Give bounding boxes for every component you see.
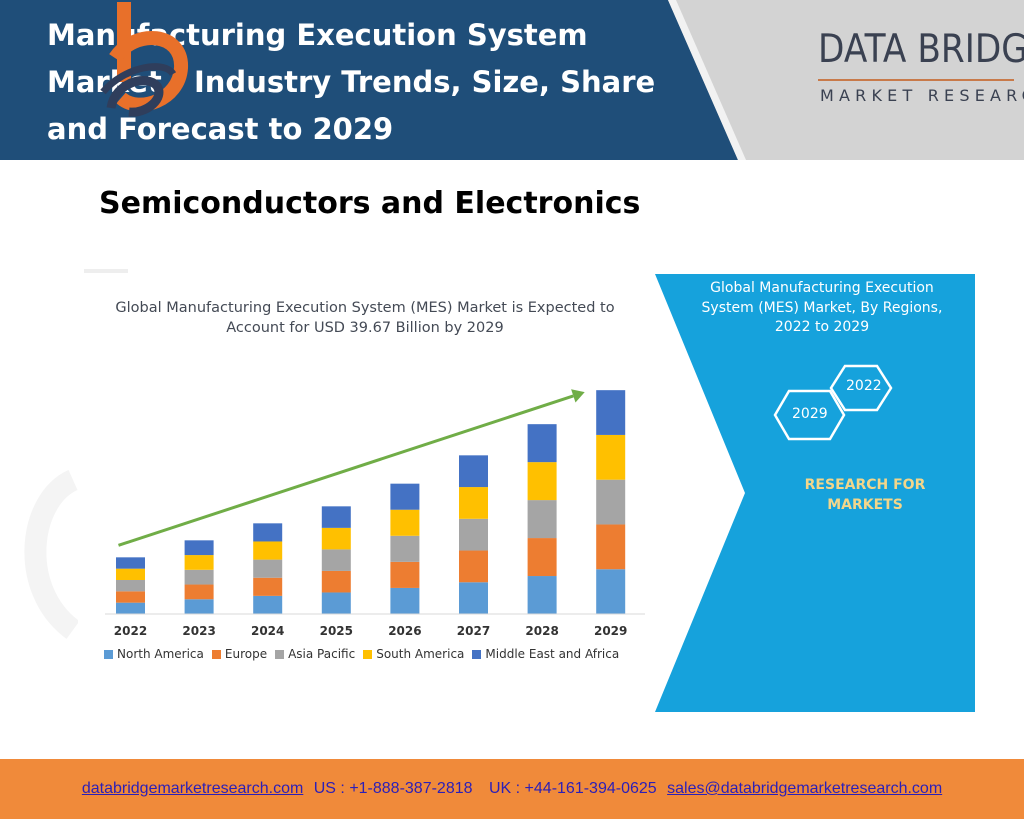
bar-segment-2023-0 <box>184 599 214 614</box>
x-tick-label: 2024 <box>251 624 284 638</box>
bar-segment-2029-2 <box>596 479 626 525</box>
x-tick-label: 2027 <box>457 624 490 638</box>
bar-segment-2026-2 <box>390 535 420 562</box>
legend-label: South America <box>376 647 465 661</box>
legend-item: Europe <box>211 647 268 661</box>
brand-name: DATA BRIDGE <box>818 27 1024 72</box>
bar-segment-2022-3 <box>116 568 145 580</box>
trend-arrow-head <box>571 389 585 403</box>
bar-segment-2028-3 <box>527 462 557 501</box>
legend-label: Europe <box>224 647 268 661</box>
chart-title: Global Manufacturing Execution System (M… <box>115 300 615 336</box>
bar-segment-2027-0 <box>459 582 488 614</box>
bar-segment-2026-1 <box>390 561 420 588</box>
regions-side-panel <box>655 274 975 712</box>
bar-segment-2027-4 <box>459 455 488 488</box>
bar-segment-2028-2 <box>527 500 557 539</box>
trend-arrow <box>118 394 574 547</box>
header-banner: Manufacturing Execution System Market - … <box>0 0 1024 160</box>
bar-segment-2028-1 <box>527 538 557 577</box>
bar-segment-2024-2 <box>253 559 283 578</box>
stacked-bar-chart: 2022 2023 2024 2025 2026 2027 2028 2029 <box>105 389 645 638</box>
side-panel-title: Global Manufacturing Execution System (M… <box>701 280 943 335</box>
bar-segment-2028-0 <box>527 576 557 614</box>
legend-item: Middle East and Africa <box>472 647 619 661</box>
hexagon-2029-icon <box>773 389 846 441</box>
side-panel-cta: RESEARCH FOR MARKETS <box>804 477 926 513</box>
bar-segment-2027-1 <box>459 550 488 583</box>
bar-segment-2025-3 <box>321 527 351 550</box>
decorative-arc <box>24 470 78 639</box>
bar-segment-2029-4 <box>596 390 626 435</box>
bar-segment-2023-2 <box>184 569 214 585</box>
x-tick-label: 2022 <box>114 624 147 638</box>
hexagon-2022-icon <box>829 364 893 412</box>
bar-segment-2023-3 <box>184 555 214 570</box>
brand-divider <box>818 79 1014 81</box>
bar-segment-2024-4 <box>253 523 283 542</box>
legend-item: South America <box>363 647 464 661</box>
chart-bars <box>116 390 626 614</box>
legend-swatch <box>104 649 113 659</box>
legend-label: Asia Pacific <box>288 647 356 661</box>
x-tick-label: 2026 <box>388 624 421 638</box>
legend-swatch <box>472 649 482 659</box>
bar-segment-2022-1 <box>116 591 145 603</box>
footer-contacts: databridgemarketresearch.com US : +1-888… <box>0 780 1024 798</box>
website-link[interactable]: databridgemarketresearch.com <box>81 780 304 797</box>
chart-legend: North America Europe Asia Pacific South Ame… <box>104 647 619 661</box>
bar-segment-2028-4 <box>527 424 557 463</box>
bar-segment-2025-2 <box>321 549 351 571</box>
bar-segment-2023-4 <box>184 540 214 556</box>
x-tick-label: 2025 <box>320 624 353 638</box>
bar-segment-2024-1 <box>253 577 283 596</box>
legend-item: North America <box>104 647 204 661</box>
bar-segment-2022-2 <box>116 580 145 592</box>
bar-segment-2026-0 <box>390 587 420 614</box>
bar-segment-2025-1 <box>321 570 351 593</box>
bar-segment-2024-3 <box>253 541 283 560</box>
us-phone: US : +1-888-387-2818 <box>313 780 473 797</box>
bar-segment-2027-2 <box>459 518 488 551</box>
bar-segment-2022-4 <box>116 557 145 569</box>
data-bridge-logo-icon <box>100 2 188 117</box>
bar-segment-2023-1 <box>184 584 214 600</box>
legend-swatch <box>363 649 373 659</box>
legend-label: North America <box>117 647 204 661</box>
bar-segment-2029-0 <box>596 569 626 614</box>
x-tick-label: 2028 <box>525 624 558 638</box>
bar-segment-2025-4 <box>321 506 351 528</box>
bar-segment-2026-4 <box>390 483 420 510</box>
bar-segment-2029-1 <box>596 524 626 570</box>
footer-bar <box>0 759 1024 819</box>
bar-segment-2027-3 <box>459 487 488 519</box>
brand-subtitle: MARKET RESEARCH <box>820 86 1024 105</box>
decorative-line <box>84 269 128 273</box>
email-link[interactable]: sales@databridgemarketresearch.com <box>667 780 943 797</box>
bar-segment-2025-0 <box>321 592 351 614</box>
bar-segment-2024-0 <box>253 595 283 614</box>
x-tick-label: 2023 <box>182 624 215 638</box>
category-heading: Semiconductors and Electronics <box>99 186 641 221</box>
legend-label: Middle East and Africa <box>485 647 620 661</box>
legend-swatch <box>211 649 221 659</box>
x-tick-label: 2029 <box>594 624 627 638</box>
bar-segment-2026-3 <box>390 509 420 536</box>
uk-phone: UK : +44-161-394-0625 <box>488 780 657 797</box>
x-axis-ticks: 2022 2023 2024 2025 2026 2027 2028 2029 <box>114 624 628 638</box>
bar-segment-2022-0 <box>116 602 145 614</box>
bar-segment-2029-3 <box>596 434 626 480</box>
legend-item: Asia Pacific <box>275 647 355 661</box>
hex-label-start: 2022 <box>846 378 882 394</box>
legend-swatch <box>275 649 285 659</box>
hex-label-end: 2029 <box>792 406 828 422</box>
